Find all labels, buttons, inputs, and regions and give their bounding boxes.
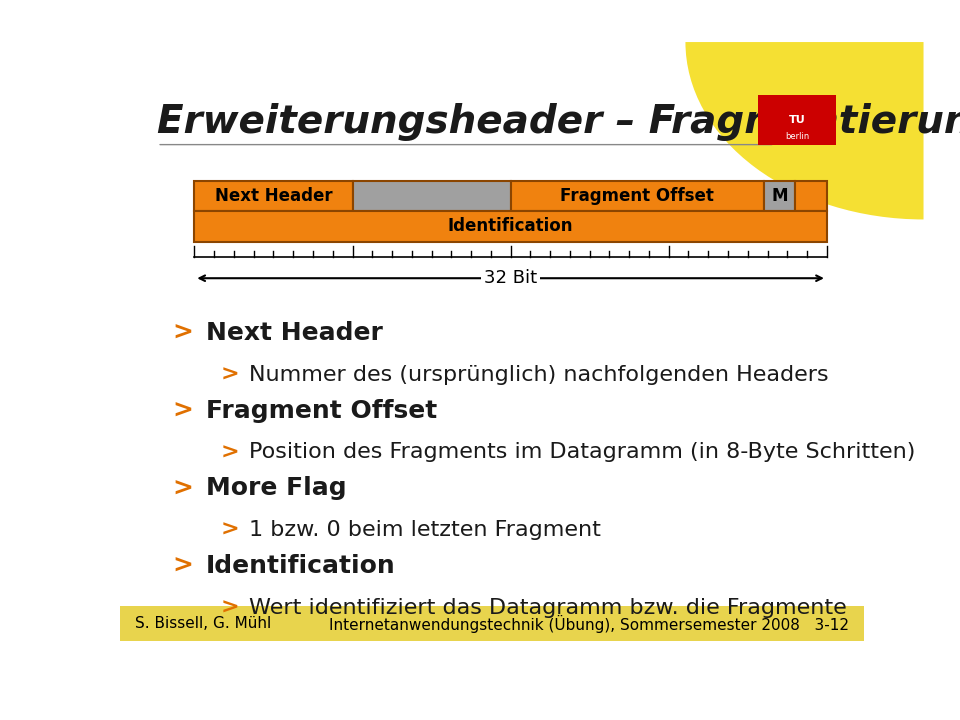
- Bar: [120, 606, 864, 641]
- Wedge shape: [685, 42, 924, 220]
- Text: berlin: berlin: [785, 132, 809, 141]
- Text: 1 bzw. 0 beim letzten Fragment: 1 bzw. 0 beim letzten Fragment: [249, 520, 601, 540]
- Text: Identification: Identification: [448, 217, 573, 235]
- Text: >: >: [221, 365, 239, 384]
- Text: Fragment Offset: Fragment Offset: [560, 187, 714, 205]
- Text: Wert identifiziert das Datagramm bzw. die Fragmente: Wert identifiziert das Datagramm bzw. di…: [249, 598, 847, 618]
- Text: Fragment Offset: Fragment Offset: [205, 399, 437, 423]
- Text: TU: TU: [789, 114, 805, 125]
- Bar: [763, 181, 795, 211]
- Text: >: >: [172, 477, 193, 500]
- Bar: [758, 95, 836, 145]
- Text: More Flag: More Flag: [205, 477, 347, 500]
- Text: Nummer des (ursprünglich) nachfolgenden Headers: Nummer des (ursprünglich) nachfolgenden …: [249, 365, 828, 384]
- Bar: [795, 181, 827, 211]
- Text: >: >: [221, 520, 239, 540]
- Text: 32 Bit: 32 Bit: [484, 269, 538, 287]
- Text: Internetanwendungstechnik (Übung), Sommersemester 2008   3-12: Internetanwendungstechnik (Übung), Somme…: [329, 615, 849, 633]
- Text: Next Header: Next Header: [205, 321, 382, 345]
- Bar: [194, 211, 827, 242]
- Text: >: >: [221, 442, 239, 462]
- Bar: [511, 181, 763, 211]
- Text: Position des Fragments im Datagramm (in 8-Byte Schritten): Position des Fragments im Datagramm (in …: [249, 442, 915, 462]
- Text: >: >: [172, 554, 193, 578]
- Text: >: >: [172, 321, 193, 345]
- Text: Erweiterungsheader – Fragmentierung: Erweiterungsheader – Fragmentierung: [157, 104, 960, 141]
- Text: Next Header: Next Header: [215, 187, 332, 205]
- Text: S. Bissell, G. Mühl: S. Bissell, G. Mühl: [134, 616, 271, 631]
- Bar: [194, 181, 352, 211]
- Text: M: M: [771, 187, 787, 205]
- Text: Identification: Identification: [205, 554, 396, 578]
- Bar: [352, 181, 511, 211]
- Text: >: >: [172, 399, 193, 423]
- Text: >: >: [221, 598, 239, 618]
